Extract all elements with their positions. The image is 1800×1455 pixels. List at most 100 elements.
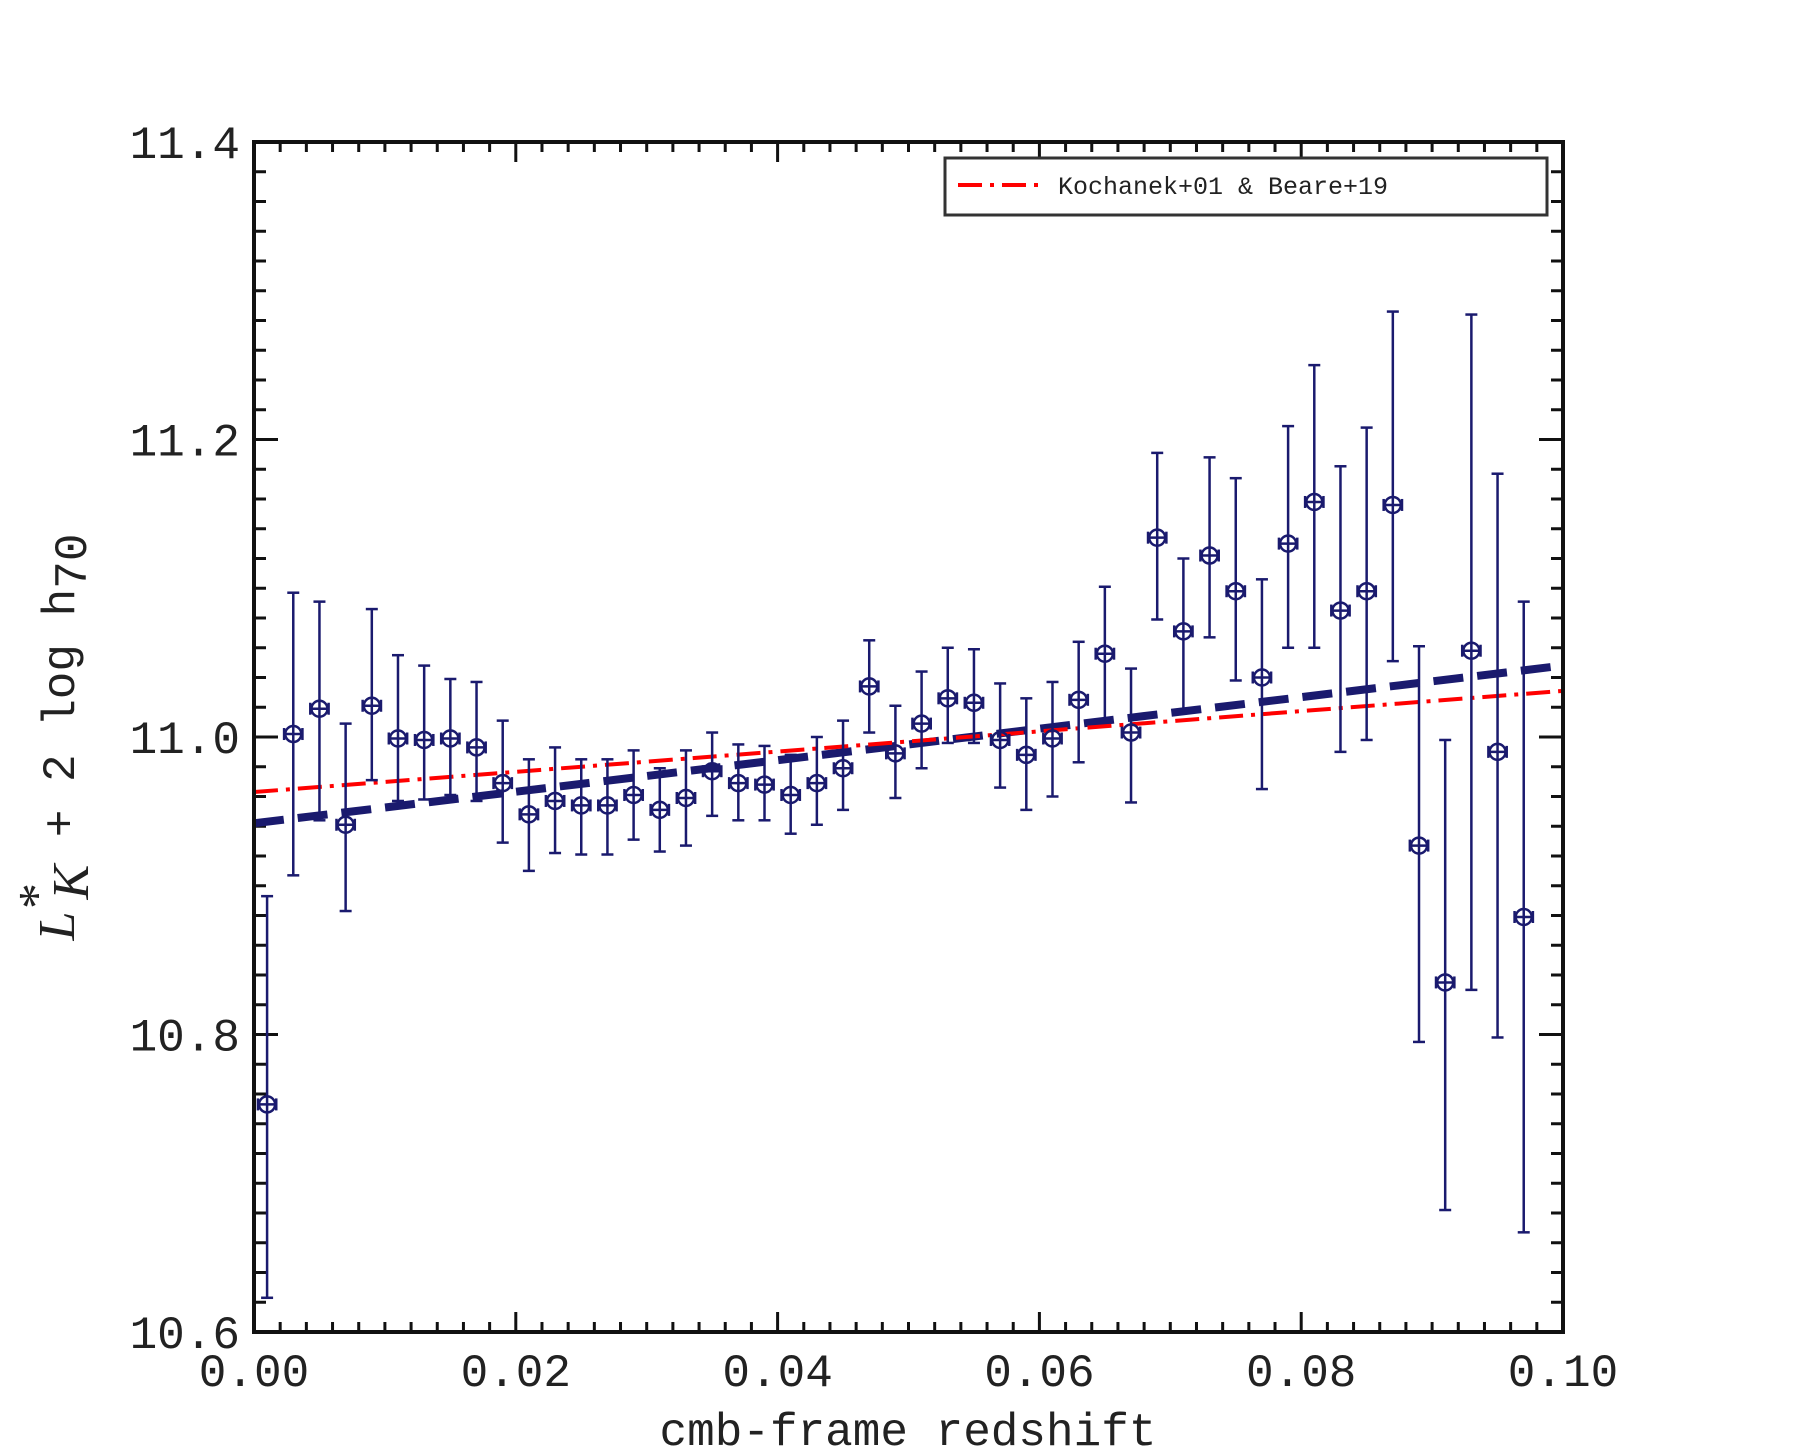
point-marker: [1488, 742, 1507, 762]
y-axis-title-superscript: *: [9, 886, 66, 912]
data-point: [1146, 451, 1168, 621]
point-marker: [1278, 534, 1298, 553]
point-marker: [755, 775, 774, 794]
svg-text:L*K + 2 log h70: L*K + 2 log h70: [9, 534, 100, 942]
x-tick-label: 0.02: [461, 1348, 571, 1400]
point-marker: [519, 805, 539, 824]
point-marker: [1174, 622, 1193, 641]
point-marker: [257, 1095, 277, 1114]
y-axis-title-subscript: K: [43, 863, 100, 901]
point-marker: [1331, 601, 1350, 620]
point-marker: [1226, 581, 1245, 601]
y-tick-label: 11.4: [130, 120, 240, 172]
data-point: [1094, 585, 1116, 722]
plot-frame: [252, 140, 1565, 1334]
data-point: [309, 600, 330, 822]
data-point: [1487, 472, 1508, 1039]
point-marker: [912, 714, 931, 733]
point-marker: [1462, 641, 1481, 660]
data-point: [1277, 424, 1299, 649]
point-marker: [1043, 729, 1062, 748]
point-marker: [1200, 546, 1219, 565]
data-point: [387, 653, 409, 803]
data-point: [780, 753, 802, 835]
y-axis-title-rest: + 2 log h: [36, 589, 88, 865]
point-marker: [1357, 581, 1376, 601]
data-point: [1382, 310, 1404, 663]
data-point: [466, 680, 487, 803]
point-marker: [1069, 690, 1088, 710]
point-marker: [807, 773, 827, 793]
legend: Kochanek+01 & Beare+19: [943, 156, 1549, 217]
data-point: [623, 749, 645, 841]
point-marker: [859, 677, 879, 696]
point-marker: [1095, 644, 1115, 663]
data-point: [1120, 667, 1142, 804]
point-marker: [990, 730, 1010, 750]
data-point: [1251, 578, 1273, 791]
point-marker: [650, 800, 670, 820]
legend-label: Kochanek+01 & Beare+19: [1058, 173, 1388, 202]
legend-box: [943, 156, 1549, 217]
point-marker: [938, 689, 958, 708]
y-tick-label: 10.6: [130, 1310, 240, 1362]
data-point: [1172, 557, 1194, 715]
y-axis-title-rest-subscript: 70: [48, 534, 100, 589]
point-marker: [572, 796, 591, 815]
data-point: [1068, 640, 1090, 764]
data-point: [858, 639, 880, 734]
data-point: [1015, 697, 1037, 812]
point-marker: [362, 696, 382, 716]
data-point: [937, 646, 959, 745]
y-axis-title: L*K + 2 log h70: [9, 534, 100, 942]
data-point: [963, 647, 985, 745]
data-point: [1434, 738, 1456, 1212]
point-marker: [624, 785, 643, 805]
point-marker: [1409, 836, 1429, 855]
data-point: [1199, 456, 1220, 639]
point-marker: [1147, 528, 1167, 547]
data-point: [989, 682, 1011, 789]
data-point: [413, 664, 435, 801]
data-point: [544, 746, 566, 855]
y-tick-label: 11.0: [130, 715, 240, 767]
point-marker: [702, 761, 722, 781]
ticklabels-layer: 0.00 0.02 0.04 0.06 0.08 0.10 10.6 10.8 11.0 11.2…: [130, 120, 1619, 1400]
point-marker: [545, 791, 565, 811]
data-point: [1225, 476, 1247, 682]
data-point: [884, 704, 906, 800]
data-point: [282, 591, 304, 877]
x-tick-label: 0.08: [1246, 1348, 1356, 1400]
point-marker: [388, 729, 408, 748]
point-marker: [886, 744, 905, 763]
data-point: [832, 719, 854, 812]
point-marker: [1305, 492, 1324, 512]
point-marker: [1252, 668, 1272, 687]
data-point: [701, 731, 723, 818]
data-point: [518, 758, 540, 873]
data-point: [361, 607, 383, 782]
point-marker: [310, 699, 329, 718]
data-point: [1042, 680, 1063, 798]
point-marker: [467, 738, 486, 757]
data-point: [597, 758, 618, 856]
point-marker: [1017, 745, 1036, 765]
data-point: [911, 670, 933, 770]
point-marker: [781, 785, 800, 805]
data-point: [1330, 465, 1351, 754]
point-marker: [729, 773, 748, 793]
data-point: [1513, 600, 1535, 1234]
data-point: [1460, 313, 1482, 992]
data-point: [492, 719, 514, 844]
point-marker: [598, 796, 617, 815]
data-point: [439, 677, 461, 797]
data-point: [727, 743, 749, 822]
data-point: [754, 744, 775, 822]
point-marker: [284, 724, 303, 744]
y-tick-label: 10.8: [130, 1013, 240, 1065]
data-point: [1408, 645, 1430, 1044]
x-tick-label: 0.04: [722, 1348, 832, 1400]
y-axis-title-symbol: L: [29, 912, 86, 942]
data-point: [675, 749, 697, 847]
